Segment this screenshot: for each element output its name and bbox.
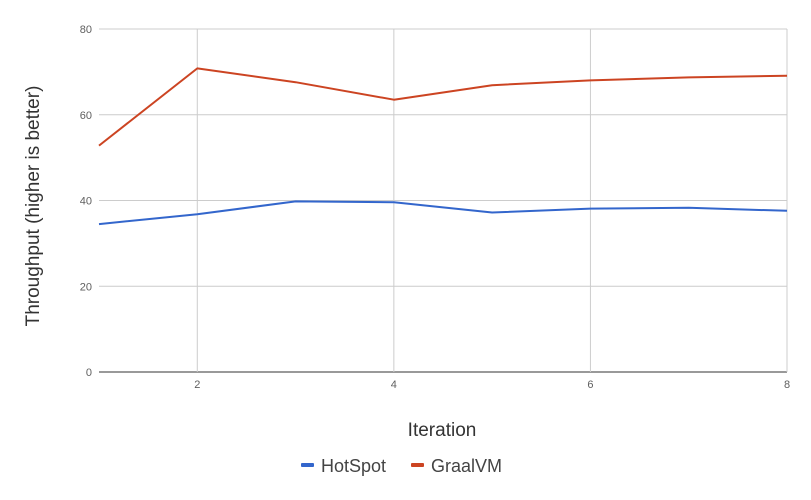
legend-swatch-hotspot — [301, 463, 314, 467]
legend: HotSpot GraalVM — [301, 456, 502, 476]
x-tick-label: 6 — [587, 379, 593, 391]
series-line-graalvm — [98, 67, 788, 147]
y-axis-title: Throughput (higher is better) — [23, 86, 44, 327]
series-line-hotspot — [98, 200, 788, 226]
y-tick-label: 0 — [86, 367, 92, 379]
legend-label-graalvm: GraalVM — [431, 456, 502, 476]
y-tick-label: 20 — [80, 281, 92, 293]
x-tick-label: 8 — [784, 379, 790, 391]
y-tick-labels: 0 20 40 60 80 — [80, 24, 92, 379]
series-lines — [98, 67, 788, 226]
x-tick-label: 4 — [391, 379, 397, 391]
legend-label-hotspot: HotSpot — [321, 456, 386, 476]
legend-swatch-graalvm — [411, 463, 424, 467]
x-tick-labels: 2 4 6 8 — [194, 379, 790, 391]
x-tick-label: 2 — [194, 379, 200, 391]
y-tick-label: 80 — [80, 24, 92, 36]
x-axis-title: Iteration — [408, 420, 477, 441]
y-tick-label: 40 — [80, 196, 92, 208]
grid — [99, 28, 788, 373]
y-tick-label: 60 — [80, 110, 92, 122]
